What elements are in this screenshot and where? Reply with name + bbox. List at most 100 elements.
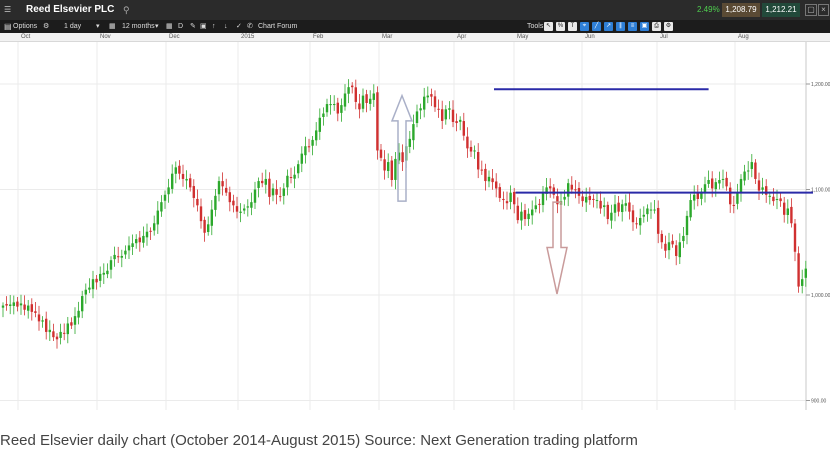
candle-body bbox=[167, 187, 170, 195]
candle-body bbox=[142, 235, 145, 243]
candle-body bbox=[430, 94, 433, 97]
draw-line-icon[interactable]: ╱ bbox=[592, 22, 601, 31]
candle-body bbox=[340, 105, 343, 113]
range-select[interactable]: 12 months bbox=[122, 23, 155, 30]
draw-channel-icon[interactable]: ∥ bbox=[616, 22, 625, 31]
candle-body bbox=[261, 180, 264, 184]
candle-body bbox=[297, 164, 300, 174]
candle-body bbox=[613, 204, 617, 213]
search-icon[interactable]: ⚲ bbox=[123, 5, 130, 15]
crosshair-icon[interactable]: ⌖ bbox=[580, 22, 589, 31]
sell-price-button[interactable]: 1,208.79 bbox=[722, 3, 760, 17]
candle-body bbox=[657, 207, 660, 234]
text-icon[interactable]: T bbox=[568, 22, 577, 31]
period-d-button[interactable]: D bbox=[178, 23, 184, 30]
candle-body bbox=[556, 196, 559, 205]
chat-icon[interactable]: ✆ bbox=[247, 23, 253, 30]
x-tick-label: Nov bbox=[100, 34, 111, 40]
candle-body bbox=[124, 250, 127, 255]
tools-menu[interactable]: Tools bbox=[527, 23, 544, 30]
settings-icon[interactable]: ⚙ bbox=[664, 22, 673, 31]
draw-fib-icon[interactable]: ≡ bbox=[628, 22, 637, 31]
candle-body bbox=[30, 304, 33, 312]
chart-toolbar: ▤ Options ⚙ 1 day ▾ ▦ 12 months ▾ ▦ D ✎ … bbox=[0, 20, 830, 33]
candle-body bbox=[145, 231, 149, 238]
candle-body bbox=[477, 152, 480, 170]
print-icon[interactable]: ⎙ bbox=[652, 22, 661, 31]
options-button[interactable]: Options bbox=[13, 23, 38, 30]
candle-body bbox=[279, 196, 282, 198]
candle-body bbox=[282, 188, 285, 196]
candle-body bbox=[433, 96, 437, 108]
candle-body bbox=[379, 149, 383, 158]
y-tick-label: 1,100.00 bbox=[811, 188, 830, 194]
calendar-icon[interactable]: ▦ bbox=[109, 23, 116, 30]
candle-body bbox=[185, 178, 188, 181]
candle-body bbox=[610, 212, 613, 221]
candle-body bbox=[664, 243, 667, 251]
candle-body bbox=[732, 204, 735, 206]
candle-body bbox=[217, 181, 221, 195]
candle-body bbox=[153, 223, 156, 231]
candle-body bbox=[736, 192, 739, 204]
candle-body bbox=[718, 180, 721, 184]
interval-select[interactable]: 1 day bbox=[64, 23, 82, 30]
grid-icon[interactable]: ▦ bbox=[166, 23, 173, 30]
close-icon[interactable]: × bbox=[818, 4, 829, 16]
candle-body bbox=[513, 191, 516, 205]
time-axis: Oct Nov Dec 2015 Feb Mar Apr May Jun Jul Aug bbox=[0, 33, 830, 42]
percent-icon[interactable]: % bbox=[556, 22, 565, 31]
draw-icon[interactable]: ✎ bbox=[190, 23, 196, 30]
candle-body bbox=[174, 167, 177, 174]
draw-trend-icon[interactable]: ↗ bbox=[604, 22, 613, 31]
chart-forum-button[interactable]: Chart Forum bbox=[258, 23, 298, 30]
candle-body bbox=[783, 202, 786, 215]
study-icon[interactable]: ↓ bbox=[224, 23, 228, 30]
pointer-icon[interactable]: ↖ bbox=[544, 22, 553, 31]
candle-body bbox=[394, 158, 397, 180]
x-tick-label: Mar bbox=[382, 34, 393, 40]
candle-body bbox=[599, 200, 602, 209]
candle-body bbox=[196, 198, 199, 206]
options-icon[interactable]: ▤ bbox=[4, 22, 12, 31]
alert-icon[interactable]: ✓ bbox=[236, 23, 242, 30]
chevron-down-icon[interactable]: ▾ bbox=[155, 23, 159, 30]
candle-body bbox=[603, 205, 606, 208]
candle-body bbox=[538, 203, 541, 205]
candle-body bbox=[246, 206, 249, 208]
candle-body bbox=[203, 219, 206, 233]
menu-icon[interactable]: ☰ bbox=[4, 5, 12, 14]
candle-body bbox=[541, 192, 545, 206]
candle-body bbox=[365, 94, 368, 103]
candle-body bbox=[347, 87, 350, 94]
candle-body bbox=[714, 182, 717, 190]
candle-body bbox=[149, 230, 152, 232]
candle-body bbox=[243, 208, 246, 211]
candle-body bbox=[1, 305, 5, 308]
expand-icon[interactable]: ▢ bbox=[805, 4, 817, 16]
gear-icon[interactable]: ⚙ bbox=[43, 23, 50, 30]
instrument-title: Reed Elsevier PLC bbox=[26, 4, 115, 15]
candle-body bbox=[250, 202, 253, 208]
chevron-down-icon[interactable]: ▾ bbox=[96, 23, 100, 30]
draw-shape-icon[interactable]: ▣ bbox=[640, 22, 649, 31]
candle-body bbox=[660, 233, 663, 243]
candle-body bbox=[747, 170, 750, 172]
x-tick-label: Dec bbox=[169, 34, 180, 40]
candle-body bbox=[628, 202, 631, 212]
candle-body bbox=[178, 165, 181, 174]
candle-body bbox=[358, 103, 361, 110]
candle-body bbox=[59, 331, 62, 338]
candle-body bbox=[491, 178, 494, 183]
candle-body bbox=[451, 109, 455, 122]
candle-body bbox=[786, 208, 789, 215]
candle-body bbox=[333, 104, 336, 106]
buy-price-button[interactable]: 1,212.21 bbox=[762, 3, 800, 17]
indicator-icon[interactable]: ↑ bbox=[212, 23, 216, 30]
candle-body bbox=[156, 210, 159, 225]
x-tick-label: Jun bbox=[585, 34, 595, 40]
compare-icon[interactable]: ▣ bbox=[200, 23, 207, 30]
candle-body bbox=[703, 184, 707, 194]
candle-body bbox=[412, 124, 415, 141]
candle-body bbox=[253, 189, 257, 203]
